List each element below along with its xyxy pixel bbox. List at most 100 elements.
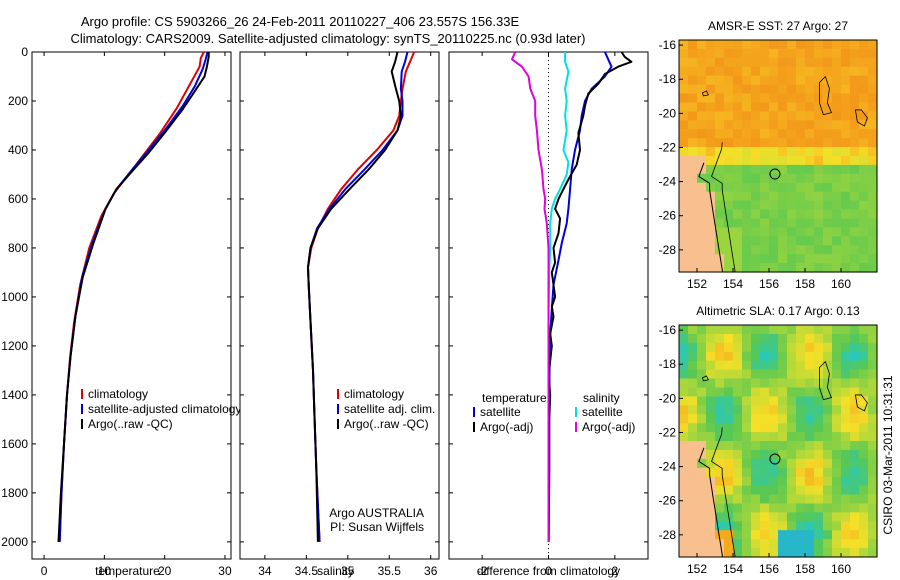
map-cell [688, 102, 698, 112]
map-cell [832, 548, 842, 558]
map-cell [778, 378, 788, 388]
map-cell [706, 40, 716, 50]
map-cell [796, 405, 806, 415]
map-cell [850, 414, 860, 424]
map-cell [688, 351, 698, 362]
map-cell [805, 254, 815, 264]
map-cell [841, 378, 851, 388]
map-cell [814, 476, 824, 487]
map-cell [787, 156, 797, 166]
map-cell [760, 485, 770, 496]
map-cell [778, 75, 788, 86]
map-cell [697, 396, 707, 406]
map-cell [787, 351, 797, 362]
map-cell [679, 369, 689, 380]
map-cell [742, 236, 752, 246]
map-cell [760, 360, 770, 371]
map-cell [760, 530, 770, 540]
map-cell [706, 254, 716, 264]
map-cell [841, 441, 851, 451]
map-cell [715, 209, 725, 219]
map-cell [706, 521, 716, 531]
map-cell [751, 156, 761, 166]
map-cell [688, 503, 698, 513]
map-cell [832, 111, 842, 121]
map-cell [679, 245, 689, 255]
map-cell [823, 539, 833, 549]
map-cell [742, 147, 752, 157]
map-cell [778, 200, 788, 211]
map-cell [706, 333, 716, 344]
map-cell [787, 227, 797, 237]
map-cell [706, 432, 716, 442]
map-cell [733, 93, 743, 103]
map-cell [832, 369, 842, 380]
map-cell [715, 147, 725, 157]
map-cell [796, 333, 806, 344]
map-cell [715, 75, 725, 86]
map-cell [697, 351, 707, 362]
map-cell [769, 57, 779, 68]
map-cell [850, 191, 860, 202]
map-cell [787, 414, 797, 424]
legend-entry: satellite-adjusted climatology [88, 402, 241, 416]
map-cell [814, 93, 824, 103]
map-cell [841, 102, 851, 112]
map-cell [733, 111, 743, 121]
map-cell [733, 102, 743, 112]
map-cell [814, 548, 824, 558]
map-cell [814, 245, 824, 255]
map-cell [778, 342, 788, 353]
map-cell [724, 245, 734, 255]
map-cell [679, 218, 689, 228]
map-cell [832, 209, 842, 219]
map-cell [733, 182, 743, 193]
sst_map-grid-cells [679, 40, 878, 273]
map-cell [688, 263, 698, 273]
map-cell [697, 325, 707, 335]
map-cell [796, 147, 806, 157]
map-cell [850, 263, 860, 273]
map-cell [697, 120, 707, 130]
map-cell [868, 476, 878, 487]
map-cell [706, 369, 716, 380]
map-cell [706, 441, 716, 451]
map-cell [679, 48, 689, 59]
map-cell [760, 387, 770, 397]
x-tick-label: 160 [831, 277, 851, 291]
map-cell [805, 342, 815, 353]
map-cell [697, 441, 707, 451]
map-cell [733, 120, 743, 130]
map-cell [760, 512, 770, 522]
map-cell [850, 485, 860, 496]
map-cell [769, 66, 779, 77]
map-cell [760, 325, 770, 335]
isobath-contour [711, 427, 736, 558]
map-cell [841, 458, 851, 469]
map-cell [742, 200, 752, 211]
map-cell [868, 191, 878, 202]
map-cell [868, 548, 878, 558]
map-cell [760, 423, 770, 433]
y-tick-label: -26 [659, 494, 677, 508]
map-cell [733, 129, 743, 139]
map-cell [715, 254, 725, 264]
map-cell [769, 333, 779, 344]
map-cell [715, 156, 725, 166]
map-cell [778, 494, 788, 504]
map-cell [760, 458, 770, 469]
map-cell [769, 485, 779, 496]
map-cell [832, 485, 842, 496]
map-cell [859, 254, 869, 264]
map-cell [841, 539, 851, 549]
map-cell [823, 405, 833, 415]
map-cell [796, 173, 806, 184]
map-cell [706, 405, 716, 415]
map-cell [751, 369, 761, 380]
map-cell [697, 191, 707, 202]
map-cell [805, 432, 815, 442]
map-cell [850, 503, 860, 513]
x-tick-label: 35.5 [378, 564, 402, 578]
map-cell [796, 369, 806, 380]
map-cell [724, 173, 734, 184]
